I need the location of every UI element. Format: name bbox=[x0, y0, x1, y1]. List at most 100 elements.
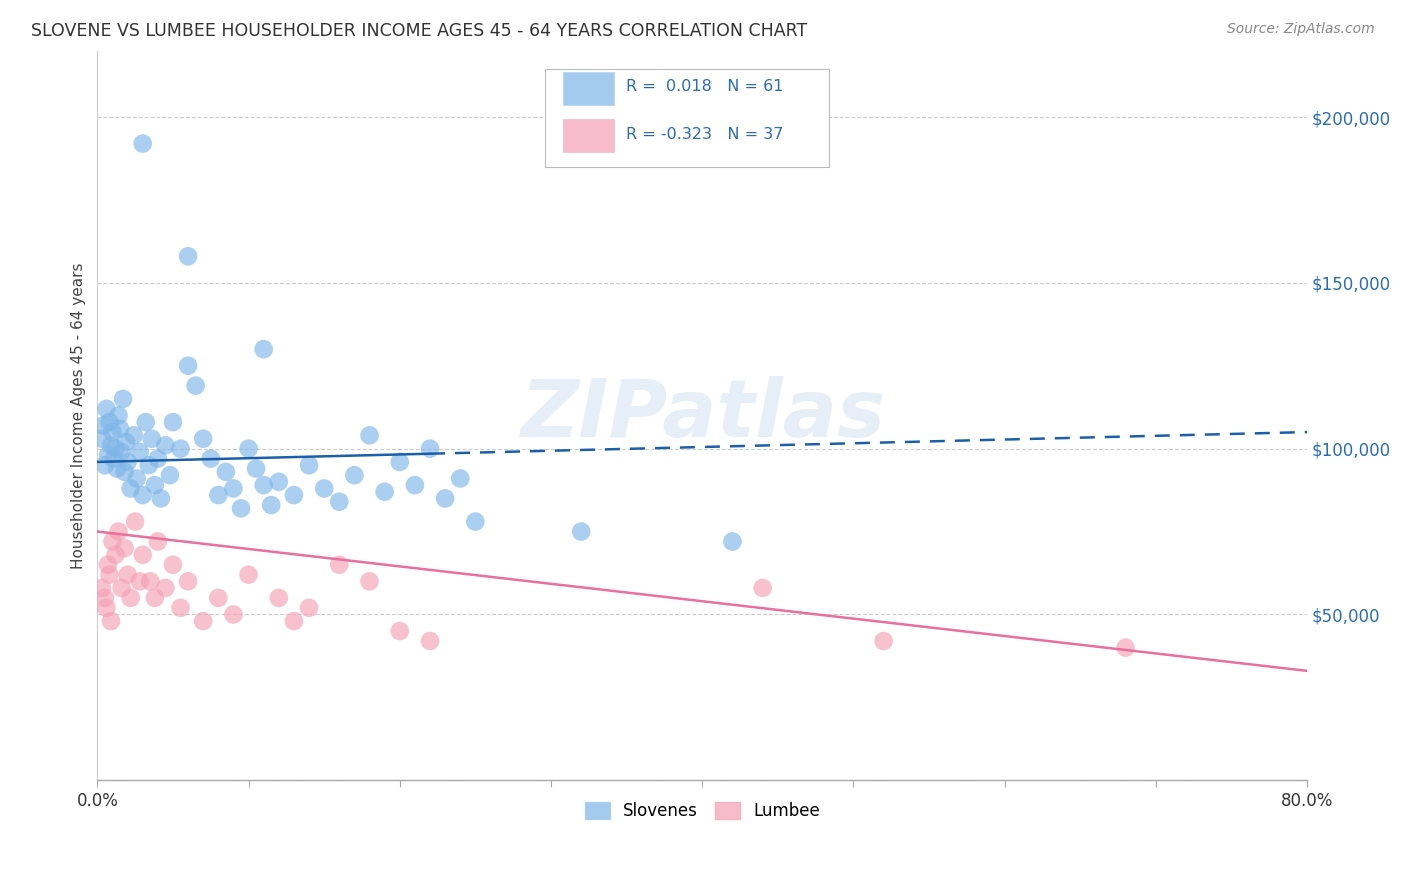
Point bbox=[108, 422, 131, 436]
Point bbox=[103, 451, 125, 466]
Point bbox=[328, 494, 350, 508]
Point bbox=[97, 448, 120, 462]
Point bbox=[120, 591, 142, 605]
Point bbox=[388, 624, 411, 638]
Point bbox=[388, 455, 411, 469]
Point bbox=[872, 634, 894, 648]
Point bbox=[328, 558, 350, 572]
Point bbox=[238, 442, 260, 456]
Point bbox=[90, 432, 112, 446]
Point bbox=[162, 558, 184, 572]
Point bbox=[100, 438, 122, 452]
Point bbox=[101, 534, 124, 549]
Point bbox=[1115, 640, 1137, 655]
Point bbox=[100, 614, 122, 628]
Point bbox=[374, 484, 396, 499]
Point bbox=[122, 428, 145, 442]
Point bbox=[419, 442, 441, 456]
Point bbox=[359, 574, 381, 589]
Point bbox=[245, 461, 267, 475]
Point bbox=[141, 432, 163, 446]
Point bbox=[97, 558, 120, 572]
Point bbox=[94, 591, 117, 605]
Point bbox=[222, 482, 245, 496]
Point bbox=[117, 455, 139, 469]
Point bbox=[105, 461, 128, 475]
Point bbox=[283, 488, 305, 502]
Point bbox=[107, 409, 129, 423]
Text: Source: ZipAtlas.com: Source: ZipAtlas.com bbox=[1227, 22, 1375, 37]
Point bbox=[101, 425, 124, 439]
Point bbox=[104, 442, 127, 456]
Point bbox=[93, 418, 115, 433]
Point bbox=[193, 614, 215, 628]
Point bbox=[169, 442, 191, 456]
Point bbox=[253, 342, 276, 356]
Y-axis label: Householder Income Ages 45 - 64 years: Householder Income Ages 45 - 64 years bbox=[72, 262, 86, 569]
Text: SLOVENE VS LUMBEE HOUSEHOLDER INCOME AGES 45 - 64 YEARS CORRELATION CHART: SLOVENE VS LUMBEE HOUSEHOLDER INCOME AGE… bbox=[31, 22, 807, 40]
Point bbox=[98, 567, 121, 582]
Point bbox=[155, 438, 177, 452]
Point bbox=[138, 458, 160, 473]
Point bbox=[110, 581, 132, 595]
Text: ZIPatlas: ZIPatlas bbox=[520, 376, 884, 455]
Point bbox=[128, 574, 150, 589]
Point bbox=[267, 475, 290, 489]
Point bbox=[253, 478, 276, 492]
Point bbox=[238, 567, 260, 582]
Point bbox=[449, 471, 471, 485]
Point bbox=[125, 471, 148, 485]
Point bbox=[146, 534, 169, 549]
Point bbox=[419, 634, 441, 648]
Point bbox=[404, 478, 426, 492]
Point bbox=[128, 445, 150, 459]
Point bbox=[132, 488, 155, 502]
Point bbox=[149, 491, 172, 506]
Point bbox=[96, 600, 118, 615]
Point bbox=[90, 581, 112, 595]
Point bbox=[215, 465, 238, 479]
Point bbox=[112, 392, 135, 406]
Point bbox=[120, 482, 142, 496]
Point bbox=[96, 401, 118, 416]
Point bbox=[132, 136, 155, 151]
Point bbox=[114, 541, 136, 556]
Point bbox=[162, 415, 184, 429]
Point bbox=[104, 548, 127, 562]
Point bbox=[177, 249, 200, 263]
FancyBboxPatch shape bbox=[562, 120, 614, 153]
Point bbox=[115, 435, 138, 450]
Point bbox=[229, 501, 252, 516]
Point bbox=[207, 488, 229, 502]
Text: R = -0.323   N = 37: R = -0.323 N = 37 bbox=[626, 127, 783, 142]
Text: R =  0.018   N = 61: R = 0.018 N = 61 bbox=[626, 79, 783, 95]
Point bbox=[751, 581, 773, 595]
Point bbox=[569, 524, 592, 539]
Point bbox=[721, 534, 744, 549]
Point bbox=[343, 468, 366, 483]
Point bbox=[143, 591, 166, 605]
Point bbox=[193, 432, 215, 446]
Point bbox=[114, 465, 136, 479]
Point bbox=[200, 451, 222, 466]
Point bbox=[98, 415, 121, 429]
Point bbox=[110, 445, 132, 459]
Legend: Slovenes, Lumbee: Slovenes, Lumbee bbox=[578, 795, 827, 827]
Point bbox=[267, 591, 290, 605]
Point bbox=[184, 378, 207, 392]
Point bbox=[159, 468, 181, 483]
Point bbox=[260, 498, 283, 512]
Point bbox=[298, 600, 321, 615]
Point bbox=[94, 458, 117, 473]
Point bbox=[143, 478, 166, 492]
Point bbox=[314, 482, 336, 496]
Point bbox=[132, 548, 155, 562]
FancyBboxPatch shape bbox=[562, 72, 614, 105]
Point bbox=[124, 515, 146, 529]
Point bbox=[155, 581, 177, 595]
Point bbox=[434, 491, 457, 506]
Point bbox=[298, 458, 321, 473]
Point bbox=[139, 574, 162, 589]
Point bbox=[464, 515, 486, 529]
FancyBboxPatch shape bbox=[546, 69, 830, 168]
